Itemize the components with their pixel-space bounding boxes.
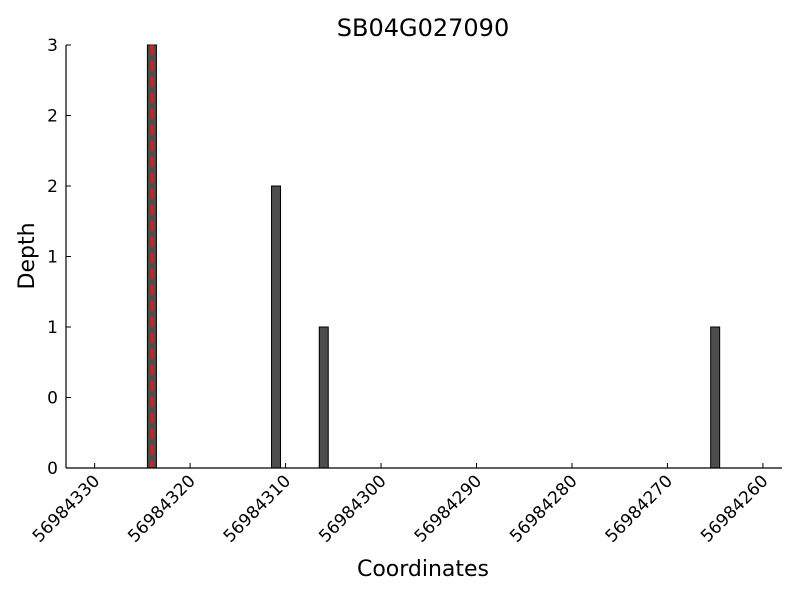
bar-56984311 xyxy=(271,185,282,469)
y-tick-label: 1 xyxy=(47,318,58,338)
y-tick-label: 2 xyxy=(47,177,58,197)
x-tick-label: 56984290 xyxy=(411,471,486,546)
bar-56984265 xyxy=(710,326,721,469)
y-tick-label: 2 xyxy=(47,107,58,127)
plot-area: 0 0 1 1 2 2 3 56984330 56984320 56984310 56984300 5… xyxy=(29,36,782,547)
chart-title: SB04G027090 xyxy=(337,14,509,42)
x-axis-label: Coordinates xyxy=(357,557,489,582)
y-tick-label: 3 xyxy=(47,36,58,56)
x-tick-label: 56984270 xyxy=(602,471,677,546)
y-axis-label: Depth xyxy=(15,222,40,289)
x-tick-label: 56984320 xyxy=(124,471,199,546)
y-tick-label: 0 xyxy=(47,459,58,479)
x-tick-label: 56984300 xyxy=(315,471,390,546)
x-tick-label: 56984260 xyxy=(697,471,772,546)
x-tick-label: 56984310 xyxy=(220,471,295,546)
y-tick-label: 0 xyxy=(47,389,58,409)
bar-56984306 xyxy=(318,326,329,469)
x-tick-label: 56984330 xyxy=(29,471,104,546)
y-tick-label: 1 xyxy=(47,248,58,268)
x-tick-label: 56984280 xyxy=(506,471,581,546)
